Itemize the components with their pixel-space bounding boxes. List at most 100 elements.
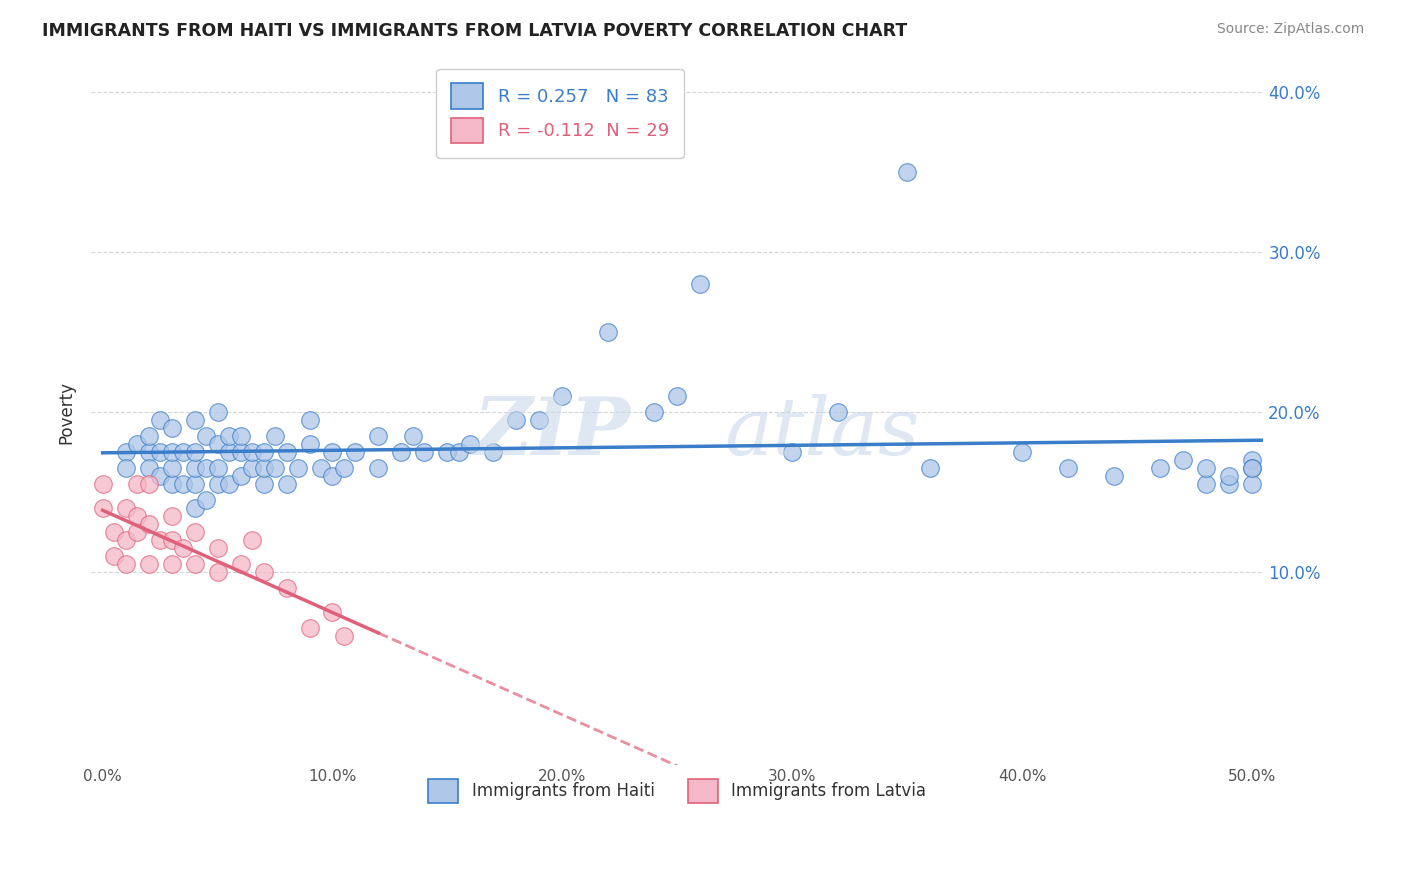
Point [229, 429, 252, 443]
Point [321, 445, 343, 459]
Point [138, 461, 160, 475]
Point [333, 629, 356, 643]
Point [114, 558, 136, 572]
Point [1171, 453, 1194, 467]
Point [160, 558, 183, 572]
Point [91, 477, 114, 491]
Point [127, 477, 149, 491]
Point [172, 477, 194, 491]
Point [896, 165, 918, 179]
Point [149, 533, 172, 548]
Point [103, 549, 125, 564]
Point [160, 533, 183, 548]
Point [689, 277, 711, 291]
Point [114, 533, 136, 548]
Point [333, 461, 356, 475]
Point [276, 445, 298, 459]
Point [666, 389, 689, 403]
Point [240, 461, 263, 475]
Point [643, 405, 665, 419]
Point [149, 413, 172, 427]
Point [276, 477, 298, 491]
Point [298, 621, 321, 635]
Point [183, 558, 205, 572]
Point [1149, 461, 1171, 475]
Point [229, 558, 252, 572]
Point [252, 461, 274, 475]
Point [183, 461, 205, 475]
Point [218, 429, 240, 443]
Point [229, 469, 252, 483]
Point [91, 501, 114, 516]
Point [1240, 477, 1263, 491]
Point [114, 501, 136, 516]
Point [240, 445, 263, 459]
Point [402, 429, 425, 443]
Legend: Immigrants from Haiti, Immigrants from Latvia: Immigrants from Haiti, Immigrants from L… [415, 766, 939, 816]
Point [1240, 461, 1263, 475]
Point [1057, 461, 1080, 475]
Point [413, 445, 436, 459]
Point [138, 429, 160, 443]
Point [195, 429, 218, 443]
Point [252, 445, 274, 459]
Point [1195, 477, 1218, 491]
Point [920, 461, 942, 475]
Point [780, 445, 803, 459]
Point [1240, 453, 1263, 467]
Point [367, 429, 389, 443]
Point [298, 413, 321, 427]
Point [218, 445, 240, 459]
Text: ZIP: ZIP [474, 394, 630, 472]
Point [827, 405, 849, 419]
Point [321, 605, 343, 619]
Point [1240, 461, 1263, 475]
Point [138, 477, 160, 491]
Point [207, 405, 229, 419]
Point [114, 445, 136, 459]
Point [138, 558, 160, 572]
Point [207, 477, 229, 491]
Point [127, 509, 149, 524]
Point [160, 509, 183, 524]
Point [264, 429, 287, 443]
Point [229, 445, 252, 459]
Point [505, 413, 527, 427]
Point [321, 469, 343, 483]
Point [160, 445, 183, 459]
Point [1195, 461, 1218, 475]
Point [276, 582, 298, 596]
Point [482, 445, 505, 459]
Point [207, 437, 229, 451]
Point [183, 413, 205, 427]
Point [598, 325, 620, 339]
Point [287, 461, 309, 475]
Point [218, 477, 240, 491]
Point [207, 541, 229, 556]
Point [127, 525, 149, 540]
Point [207, 566, 229, 580]
Point [172, 541, 194, 556]
Point [127, 437, 149, 451]
Point [103, 525, 125, 540]
Point [160, 461, 183, 475]
Y-axis label: Poverty: Poverty [58, 381, 75, 443]
Point [160, 421, 183, 435]
Point [207, 461, 229, 475]
Point [138, 517, 160, 532]
Text: atlas: atlas [724, 394, 920, 472]
Point [529, 413, 551, 427]
Point [149, 469, 172, 483]
Point [1102, 469, 1125, 483]
Point [298, 437, 321, 451]
Point [391, 445, 413, 459]
Point [344, 445, 367, 459]
Point [183, 525, 205, 540]
Point [1011, 445, 1033, 459]
Point [240, 533, 263, 548]
Point [436, 445, 458, 459]
Point [114, 461, 136, 475]
Point [460, 437, 482, 451]
Point [252, 566, 274, 580]
Point [195, 493, 218, 508]
